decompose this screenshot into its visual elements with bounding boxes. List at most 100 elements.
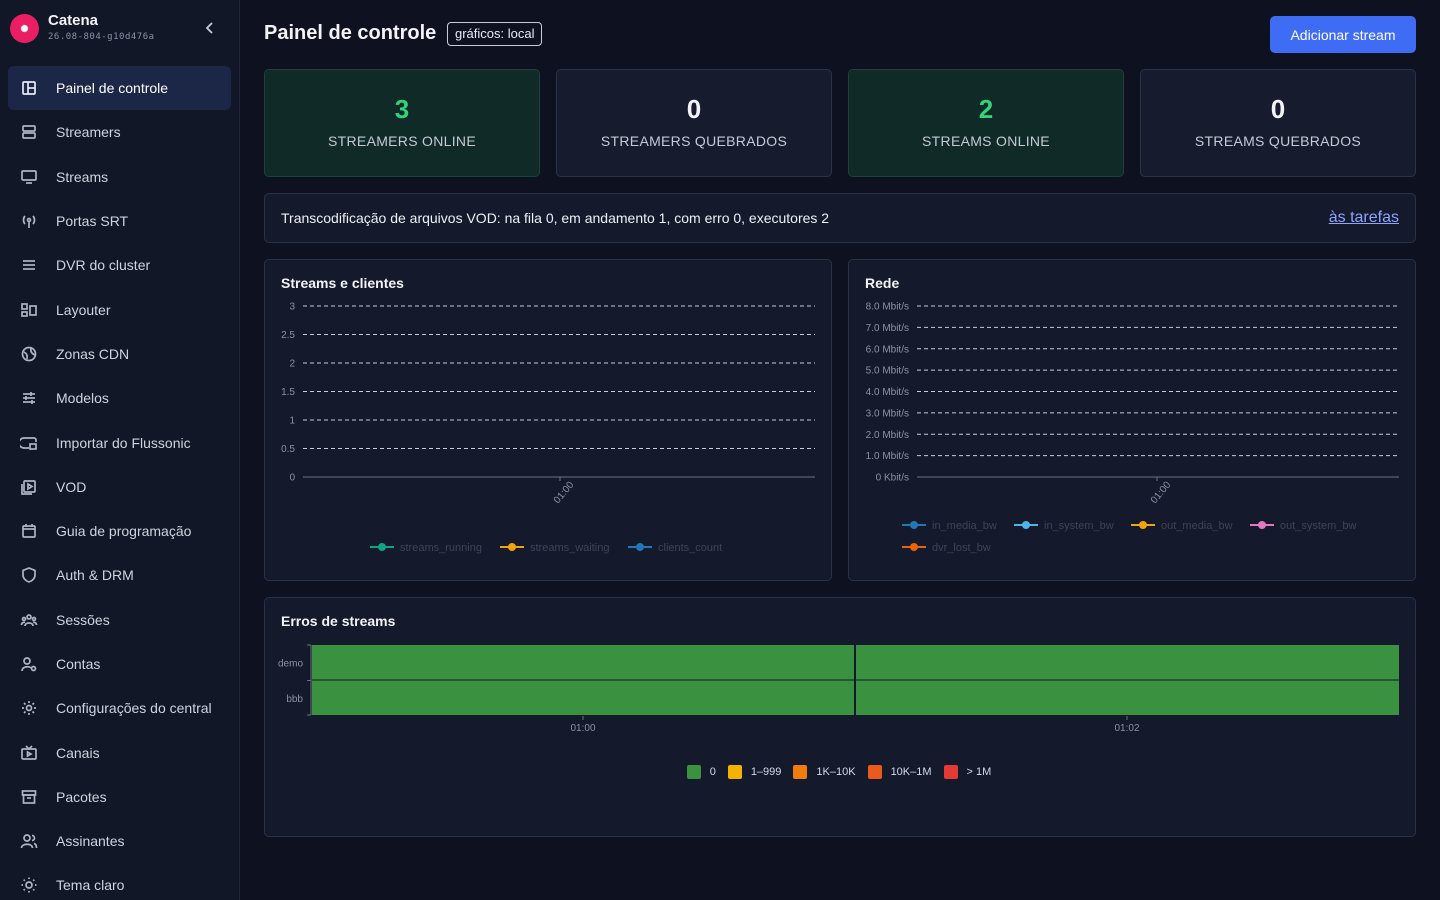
sidebar-item-label: Pacotes xyxy=(56,788,107,805)
sidebar-item-configura-es-do-central[interactable]: Configurações do central xyxy=(8,686,231,730)
legend-marker xyxy=(910,521,918,529)
network-title: Rede xyxy=(865,275,900,291)
collapse-sidebar-button[interactable] xyxy=(200,18,220,38)
y-tick-label: 0.5 xyxy=(281,444,295,455)
legend-label: streams_waiting xyxy=(530,542,609,554)
legend-label: > 1M xyxy=(966,766,992,778)
heatmap-legend: 0 1–999 1K–10K 10K–1M > 1M xyxy=(265,765,1417,779)
page-title: Painel de controle xyxy=(264,22,437,44)
y-tick-label: 1 xyxy=(289,416,295,427)
sidebar-item-label: Configurações do central xyxy=(56,700,212,717)
brand-name: Catena xyxy=(48,12,99,29)
stat-value: 3 xyxy=(394,94,410,124)
legend-label: out_media_bw xyxy=(1161,520,1233,532)
legend-swatch xyxy=(867,765,882,779)
sidebar-item-importar-do-flussonic[interactable]: Importar do Flussonic xyxy=(8,420,231,464)
sidebar-item-canais[interactable]: Canais xyxy=(8,730,231,774)
legend-label: clients_count xyxy=(658,542,722,554)
sidebar: Catena 26.08-804-g10d476a Painel de cont… xyxy=(0,0,240,900)
heatmap-legend-item: 10K–1M xyxy=(867,765,932,779)
heatmap-cell[interactable] xyxy=(856,680,1399,716)
sidebar-item-dvr-do-cluster[interactable]: DVR do cluster xyxy=(8,243,231,287)
sidebar-item-vod[interactable]: VOD xyxy=(8,465,231,509)
legend-item-clients-count[interactable]: clients_count xyxy=(628,542,722,554)
sidebar-item-guia-de-programa-o[interactable]: Guia de programação xyxy=(8,509,231,553)
legend-label: dvr_lost_bw xyxy=(932,542,991,554)
legend-item-out-media-bw[interactable]: out_media_bw xyxy=(1131,520,1233,532)
sidebar-item-portas-srt[interactable]: Portas SRT xyxy=(8,199,231,243)
chevron-left-icon xyxy=(205,22,213,34)
brand[interactable]: Catena 26.08-804-g10d476a xyxy=(10,12,230,48)
sidebar-item-modelos[interactable]: Modelos xyxy=(8,376,231,420)
server-icon xyxy=(20,123,38,141)
sidebar-item-streams[interactable]: Streams xyxy=(8,155,231,199)
heatmap-cell[interactable] xyxy=(856,645,1399,680)
heatmap-cell[interactable] xyxy=(312,680,854,716)
y-tick-label: 0 xyxy=(289,473,295,484)
layout-icon xyxy=(20,301,38,319)
x-tick-label: 01:00 xyxy=(552,479,577,506)
y-tick-label: 2.5 xyxy=(281,330,295,341)
sidebar-item-streamers[interactable]: Streamers xyxy=(8,110,231,154)
sidebar-item-label: Streamers xyxy=(56,124,121,141)
legend-marker xyxy=(508,543,516,551)
sidebar-item-pacotes[interactable]: Pacotes xyxy=(8,775,231,819)
row-label: demo xyxy=(278,658,303,669)
sidebar-item-layouter[interactable]: Layouter xyxy=(8,287,231,331)
y-tick-label: 1.0 Mbit/s xyxy=(866,451,909,462)
y-tick-label: 0 Kbit/s xyxy=(876,473,909,484)
legend-label: streams_running xyxy=(400,542,482,554)
charts-source-badge: gráficos: local xyxy=(447,22,543,46)
legend-item-streams-waiting[interactable]: streams_waiting xyxy=(500,542,609,554)
stream-errors-chart: demo bbb 01:00 01:02 Erros de streams 0 1–99… xyxy=(264,597,1416,837)
heatmap-legend-item: > 1M xyxy=(943,765,992,779)
streamers-broken-card[interactable]: 0 STREAMERS QUEBRADOS xyxy=(556,69,832,177)
stream-errors-title: Erros de streams xyxy=(281,613,396,629)
network-chart: 0 Kbit/s 1.0 Mbit/s 2.0 Mbit/s 3.0 Mbit/s 4.… xyxy=(848,259,1416,581)
antenna-icon xyxy=(20,212,38,230)
sidebar-item-label: Tema claro xyxy=(56,877,125,894)
legend-marker xyxy=(1022,521,1030,529)
sidebar-item-label: Streams xyxy=(56,168,109,185)
streams-broken-card[interactable]: 0 STREAMS QUEBRADOS xyxy=(1140,69,1416,177)
legend-swatch xyxy=(943,765,958,779)
legend-swatch xyxy=(727,765,742,779)
sidebar-item-label: Layouter xyxy=(56,301,111,318)
y-tick-label: 8.0 Mbit/s xyxy=(866,302,909,313)
legend-label: 1–999 xyxy=(750,766,782,778)
streams-online-card[interactable]: 2 STREAMS ONLINE xyxy=(848,69,1124,177)
streamers-online-card[interactable]: 3 STREAMERS ONLINE xyxy=(264,69,540,177)
sun-icon xyxy=(20,876,38,894)
y-tick-label: 3 xyxy=(289,302,295,313)
add-stream-button[interactable]: Adicionar stream xyxy=(1270,16,1416,53)
legend-item-dvr-lost-bw[interactable]: dvr_lost_bw xyxy=(902,542,991,554)
heatmap-cell[interactable] xyxy=(312,645,854,680)
sidebar-item-assinantes[interactable]: Assinantes xyxy=(8,819,231,863)
x-tick-label: 01:00 xyxy=(1149,479,1174,506)
sidebar-item-contas[interactable]: Contas xyxy=(8,642,231,686)
tv-icon xyxy=(20,744,38,762)
tasks-link[interactable]: às tarefas xyxy=(1328,209,1399,226)
stat-value: 0 xyxy=(1270,94,1286,124)
archive-icon xyxy=(20,788,38,806)
sidebar-item-zonas-cdn[interactable]: Zonas CDN xyxy=(8,332,231,376)
legend-item-out-system-bw[interactable]: out_system_bw xyxy=(1250,520,1356,532)
legend-label: 10K–1M xyxy=(890,766,932,778)
sidebar-item-auth-drm[interactable]: Auth & DRM xyxy=(8,553,231,597)
sidebar-item-label: VOD xyxy=(56,478,87,495)
row-label: bbb xyxy=(286,694,303,705)
dashboard-icon xyxy=(20,79,38,97)
y-tick-label: 2.0 Mbit/s xyxy=(866,430,909,441)
sidebar-item-tema-claro[interactable]: Tema claro xyxy=(8,863,231,900)
legend-marker xyxy=(1139,521,1147,529)
sidebar-item-label: Importar do Flussonic xyxy=(56,434,191,451)
legend-item-in-system-bw[interactable]: in_system_bw xyxy=(1014,520,1114,532)
sliders-icon xyxy=(20,389,38,407)
sidebar-item-painel-de-controle[interactable]: Painel de controle xyxy=(8,66,231,111)
legend-item-streams-running[interactable]: streams_running xyxy=(370,542,482,554)
legend-label: 0 xyxy=(709,766,716,778)
storage-icon xyxy=(20,256,38,274)
legend-item-in-media-bw[interactable]: in_media_bw xyxy=(902,520,997,532)
y-tick-label: 4.0 Mbit/s xyxy=(866,387,909,398)
sidebar-item-sess-es[interactable]: Sessões xyxy=(8,598,231,642)
